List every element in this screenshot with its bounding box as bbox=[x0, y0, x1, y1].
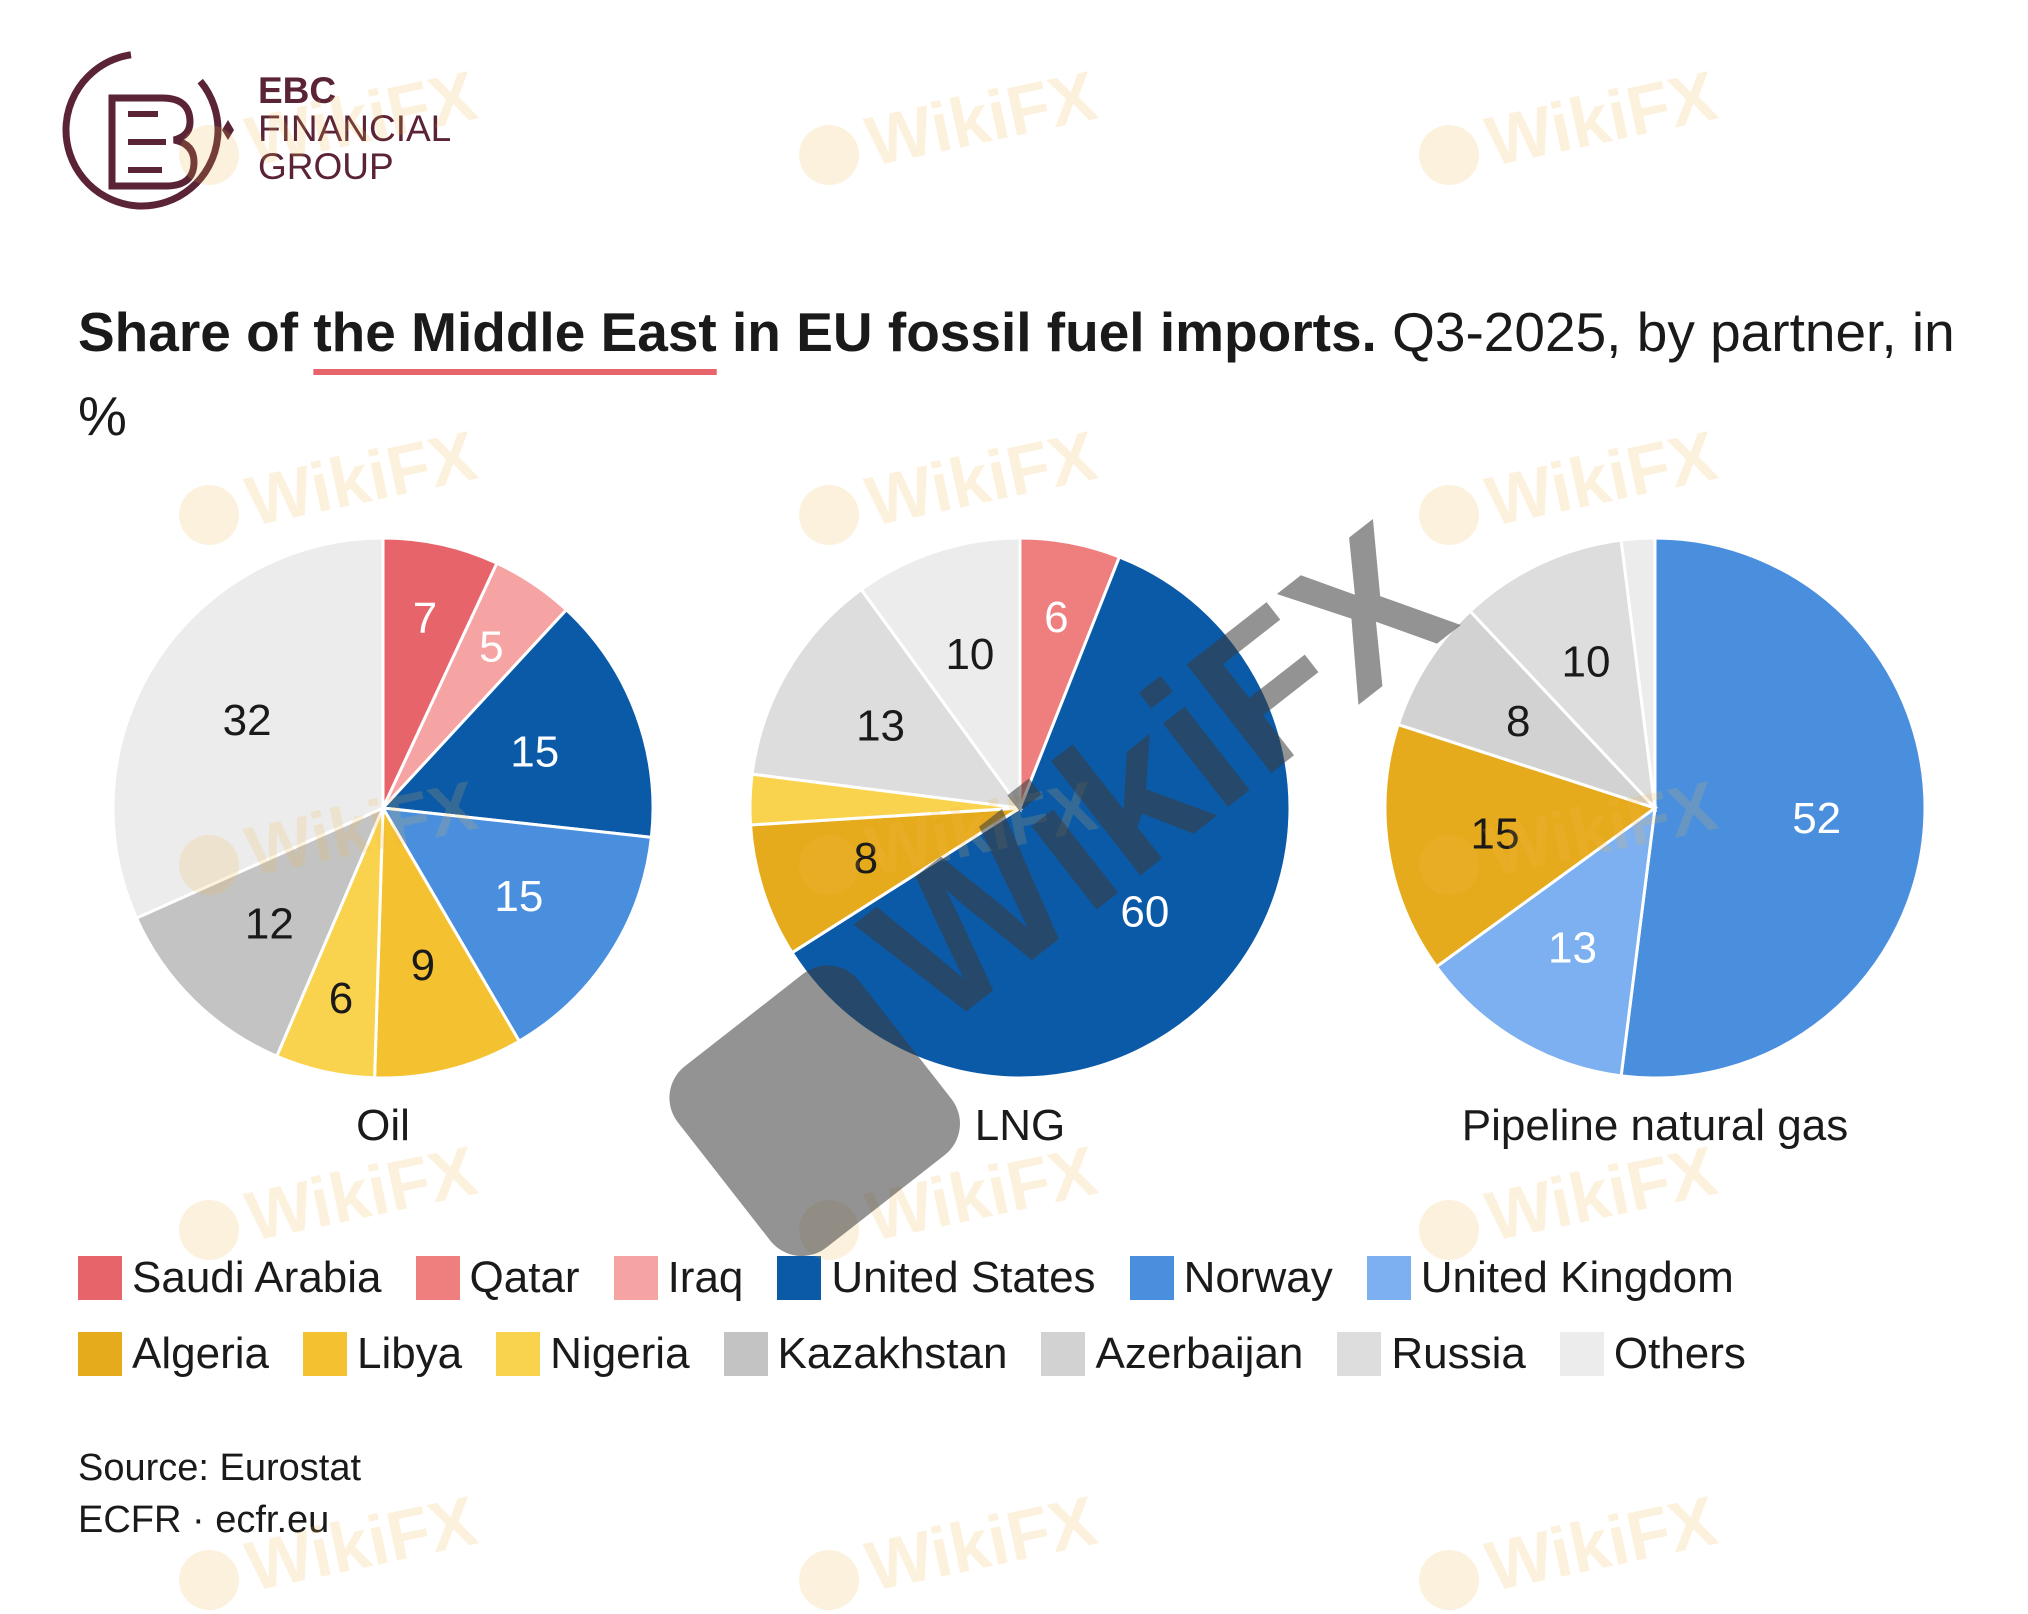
legend-row: Saudi Arabia Qatar Iraq United States Norway… bbox=[78, 1240, 1978, 1316]
slice-russia bbox=[750, 587, 1024, 810]
legend-item-united-kingdom: United Kingdom bbox=[1366, 1253, 1734, 1303]
slice-label-saudi-arabia: 7 bbox=[413, 594, 437, 643]
slice-label-united-states: 60 bbox=[1120, 887, 1169, 936]
legend-label: Nigeria bbox=[550, 1329, 690, 1378]
slice-label-iraq: 5 bbox=[479, 623, 503, 672]
slice-label-united-kingdom: 13 bbox=[1548, 923, 1597, 972]
legend-swatch bbox=[1559, 1332, 1604, 1376]
legend-item-russia: Russia bbox=[1337, 1329, 1526, 1379]
slice-label-azerbaijan: 8 bbox=[1506, 697, 1530, 746]
slice-algeria bbox=[1383, 722, 1659, 969]
slice-norway bbox=[1619, 536, 1927, 1080]
slice-kazakhstan bbox=[134, 805, 386, 1059]
slice-others bbox=[1619, 536, 1657, 809]
legend-label: United Kingdom bbox=[1420, 1253, 1734, 1302]
pie-lng: 6 60 8 13 10 LNG bbox=[748, 536, 1292, 1150]
slice-label-russia: 13 bbox=[856, 702, 905, 751]
slice-russia bbox=[1468, 538, 1658, 813]
legend-row: Algeria Libya Nigeria Kazakhstan Azerbaijan R… bbox=[78, 1316, 1978, 1392]
heading-prefix: Share of bbox=[78, 301, 314, 363]
heading-rest: Q3-2025, by partner, in % bbox=[78, 301, 1955, 447]
heading-underlined: the Middle East bbox=[313, 301, 717, 363]
legend-swatch bbox=[613, 1256, 658, 1300]
brand-line-2: FINANCIAL bbox=[258, 108, 452, 149]
slice-label-algeria: 8 bbox=[854, 834, 878, 883]
brand-name: EBC FINANCIAL GROUP bbox=[258, 72, 451, 186]
legend-label: Others bbox=[1613, 1329, 1746, 1378]
pie-caption: Oil bbox=[356, 1101, 410, 1150]
legend-label: Libya bbox=[356, 1329, 463, 1378]
legend-item-saudi-arabia: Saudi Arabia bbox=[78, 1253, 382, 1303]
legend-swatch bbox=[1337, 1332, 1382, 1376]
slice-label-norway: 52 bbox=[1792, 794, 1841, 843]
slice-label-libya: 9 bbox=[411, 941, 435, 990]
legend-item-kazakhstan: Kazakhstan bbox=[723, 1329, 1008, 1379]
legend-swatch bbox=[496, 1332, 541, 1376]
chart-heading: Share of the Middle East in EU fossil fu… bbox=[78, 290, 1978, 458]
publisher-line: ECFR · ecfr.eu bbox=[78, 1499, 330, 1541]
legend-swatch bbox=[1366, 1256, 1411, 1300]
slice-others bbox=[859, 536, 1022, 813]
slice-label-others: 10 bbox=[945, 630, 994, 679]
legend-swatch bbox=[302, 1332, 347, 1376]
legend-item-algeria: Algeria bbox=[78, 1329, 269, 1379]
legend-label: Norway bbox=[1183, 1253, 1333, 1302]
slice-united-kingdom bbox=[1434, 804, 1657, 1078]
brand-line-1: EBC bbox=[258, 70, 337, 111]
pie-caption: LNG bbox=[975, 1101, 1065, 1150]
slice-label-qatar: 6 bbox=[1044, 593, 1068, 642]
legend-label: Algeria bbox=[132, 1329, 269, 1378]
legend-swatch bbox=[78, 1256, 122, 1300]
legend-item-libya: Libya bbox=[302, 1329, 463, 1379]
pie-oil: 75 15 15 9 6 12 32 Oil bbox=[111, 536, 655, 1150]
slice-united-states bbox=[379, 607, 655, 839]
slice-algeria bbox=[748, 806, 1021, 955]
legend-item-iraq: Iraq bbox=[613, 1253, 744, 1303]
legend-swatch bbox=[723, 1332, 768, 1376]
legend-swatch bbox=[78, 1332, 122, 1376]
pie-pipeline-natural-gas: 52 13 15 8 10 Pipeline natural gas bbox=[1383, 536, 1927, 1150]
legend-swatch bbox=[777, 1256, 822, 1300]
slice-label-nigeria: 6 bbox=[329, 974, 353, 1023]
slice-others bbox=[111, 536, 385, 921]
legend-label: Iraq bbox=[667, 1253, 744, 1302]
legend-item-norway: Norway bbox=[1129, 1253, 1333, 1303]
slice-label-others: 32 bbox=[223, 696, 272, 745]
slice-saudi-arabia bbox=[381, 536, 499, 809]
legend-item-qatar: Qatar bbox=[415, 1253, 580, 1303]
legend-label: Qatar bbox=[469, 1253, 580, 1302]
slice-label-norway: 15 bbox=[494, 872, 543, 921]
legend-label: Saudi Arabia bbox=[132, 1253, 382, 1302]
pie-caption: Pipeline natural gas bbox=[1462, 1101, 1848, 1150]
legend-label: Russia bbox=[1391, 1329, 1526, 1378]
slice-label-united-states: 15 bbox=[510, 727, 559, 776]
slice-libya bbox=[373, 802, 522, 1080]
source-line: Source: Eurostat bbox=[78, 1447, 362, 1489]
source-note: Source: Eurostat ECFR · ecfr.eu bbox=[78, 1442, 361, 1546]
legend-swatch bbox=[1041, 1332, 1086, 1376]
legend-label: Kazakhstan bbox=[777, 1329, 1008, 1378]
legend-item-united-states: United States bbox=[777, 1253, 1096, 1303]
slice-label-russia: 10 bbox=[1562, 637, 1611, 686]
legend-item-azerbaijan: Azerbaijan bbox=[1041, 1329, 1303, 1379]
slice-norway bbox=[380, 806, 654, 1044]
heading-suffix: in EU fossil fuel imports. bbox=[716, 301, 1377, 363]
brand-line-3: GROUP bbox=[258, 146, 394, 187]
legend-label: Azerbaijan bbox=[1095, 1329, 1304, 1378]
legend: Saudi Arabia Qatar Iraq United States Norway… bbox=[78, 1240, 1978, 1392]
ebc-logo-mark bbox=[62, 50, 234, 210]
slice-azerbaijan bbox=[1396, 609, 1657, 810]
legend-label: United States bbox=[831, 1253, 1096, 1302]
legend-item-nigeria: Nigeria bbox=[496, 1329, 690, 1379]
legend-swatch bbox=[1129, 1256, 1174, 1300]
ebc-logo: EBC FINANCIAL GROUP bbox=[62, 46, 582, 216]
slice-label-algeria: 15 bbox=[1471, 809, 1520, 858]
legend-item-others: Others bbox=[1559, 1329, 1746, 1379]
slice-label-kazakhstan: 12 bbox=[245, 899, 294, 948]
legend-swatch bbox=[415, 1256, 460, 1300]
